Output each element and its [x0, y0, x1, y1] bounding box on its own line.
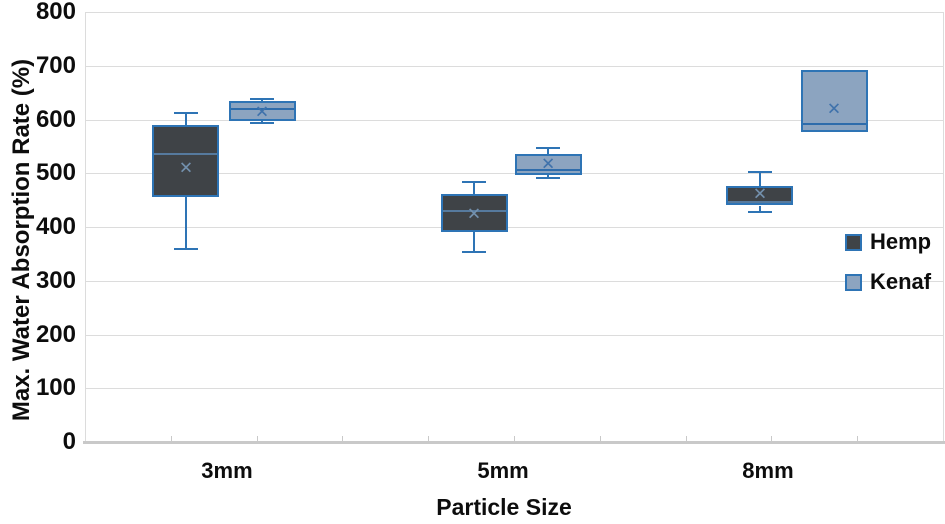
upper-whisker-cap [747, 171, 772, 174]
box-kenaf-3mm [228, 101, 296, 121]
lower-whisker-cap [747, 210, 772, 213]
median-line [728, 201, 792, 204]
mean-marker-icon: ✕ [254, 102, 270, 122]
mean-marker-icon: ✕ [752, 184, 768, 204]
median-line [516, 169, 580, 172]
x-axis-tick [170, 436, 172, 444]
lower-whisker [184, 197, 187, 249]
gridline [85, 12, 943, 13]
x-tick-label: 8mm [742, 458, 794, 483]
hemp-swatch-icon [845, 233, 862, 251]
x-axis-tick [857, 436, 859, 444]
mean-marker-icon: ✕ [540, 154, 556, 174]
gridline [85, 334, 943, 336]
median-line [442, 209, 506, 212]
x-axis-tick [514, 436, 515, 444]
x-axis-tick [685, 436, 687, 444]
median-line [802, 123, 866, 126]
kenaf-swatch-icon [845, 273, 862, 291]
y-tick-label: 500 [35, 159, 76, 187]
box-hemp-8mm [726, 185, 794, 206]
y-tick-label: 0 [62, 428, 76, 455]
mean-marker-icon: ✕ [826, 99, 842, 119]
x-tick-label: 3mm [201, 458, 253, 483]
lower-whisker-cap [536, 177, 561, 180]
median-line [230, 107, 294, 110]
plot-border-right [943, 12, 944, 442]
x-axis-tick [771, 436, 773, 444]
legend: Hemp Kenaf [845, 228, 931, 308]
upper-whisker-cap [250, 97, 274, 100]
box-hemp-5mm [440, 193, 508, 233]
lower-whisker [261, 120, 263, 124]
legend-label-kenaf: Kenaf [870, 269, 932, 294]
median-line [154, 153, 218, 156]
upper-whisker [184, 113, 187, 125]
lower-whisker-cap [462, 251, 487, 254]
mean-marker-icon: ✕ [466, 204, 482, 224]
upper-whisker [547, 147, 550, 154]
lower-whisker-cap [250, 122, 274, 125]
upper-whisker [261, 98, 263, 102]
upper-whisker-cap [173, 112, 198, 115]
lower-whisker [758, 205, 761, 212]
x-axis-tick [599, 436, 601, 444]
y-tick-label: 300 [35, 266, 76, 294]
lower-whisker [473, 232, 476, 253]
lower-whisker [547, 174, 550, 179]
y-tick-label: 400 [35, 213, 76, 240]
gridline [85, 388, 943, 390]
y-tick-label: 100 [35, 374, 76, 402]
gridline [85, 280, 943, 282]
legend-label-hemp: Hemp [870, 229, 932, 254]
legend-item-kenaf: Kenaf [845, 268, 931, 296]
y-tick-label: 200 [35, 320, 76, 348]
upper-whisker [758, 172, 761, 186]
gridline [85, 119, 943, 121]
x-axis-tick [256, 436, 258, 444]
upper-whisker [473, 182, 476, 194]
box-hemp-3mm [152, 124, 220, 198]
x-tick-label: 5mm [477, 458, 529, 483]
legend-item-hemp: Hemp [845, 228, 931, 256]
y-tick-label: 800 [35, 0, 76, 25]
upper-whisker-cap [536, 146, 561, 149]
plot-border-left [85, 12, 86, 442]
gridline [85, 65, 943, 67]
upper-whisker-cap [462, 181, 487, 184]
gridline [85, 173, 943, 175]
box-kenaf-8mm [800, 70, 868, 133]
x-axis-tick [428, 436, 430, 444]
y-tick-label: 600 [35, 105, 76, 133]
x-axis-title: Particle Size [436, 494, 572, 520]
mean-marker-icon: ✕ [178, 158, 194, 178]
x-axis-tick [342, 436, 344, 444]
gridline [85, 227, 943, 228]
lower-whisker-cap [173, 247, 198, 250]
y-tick-label: 700 [35, 51, 76, 79]
